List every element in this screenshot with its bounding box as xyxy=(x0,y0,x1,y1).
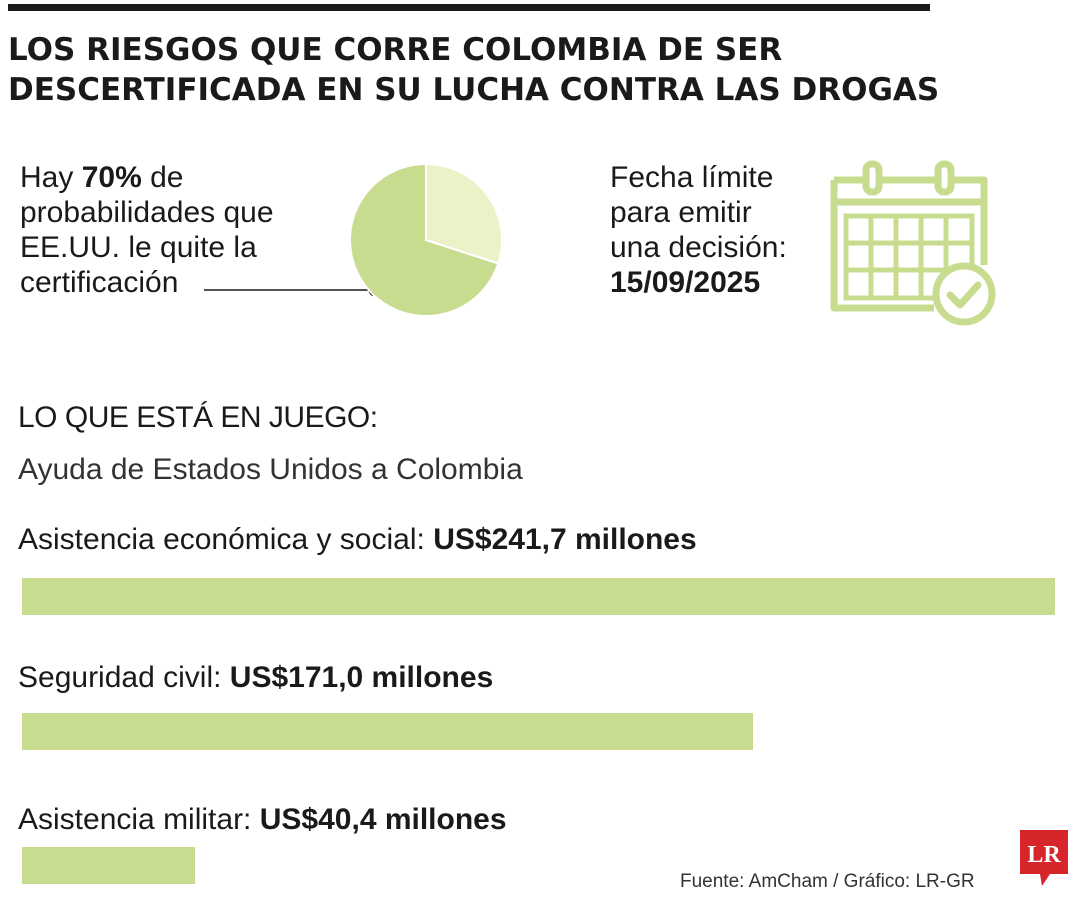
probability-prefix: Hay xyxy=(20,161,74,194)
bar-value-label: US$241,7 millones xyxy=(433,523,697,556)
pie-svg xyxy=(349,162,503,317)
title-line-1: LOS RIESGOS QUE CORRE COLOMBIA DE SER xyxy=(8,32,783,68)
title-line-2: DESCERTIFICADA EN SU LUCHA CONTRA LAS DR… xyxy=(8,72,940,108)
bar-label-militar: Asistencia militar: US$40,4 millones xyxy=(18,800,507,840)
probability-value: 70% xyxy=(81,161,142,194)
bar-category: Asistencia militar: xyxy=(18,803,252,836)
lr-logo: LR xyxy=(1020,830,1068,886)
bar-value-label: US$40,4 millones xyxy=(259,803,507,836)
bar-militar xyxy=(22,847,195,884)
page-title: LOS RIESGOS QUE CORRE COLOMBIA DE SER DE… xyxy=(8,30,1008,110)
pie-slice-quite-certificacion xyxy=(349,162,500,317)
probability-line-2: probabilidades que xyxy=(20,196,274,229)
bar-seguridad xyxy=(22,713,753,750)
pie-slice-remainder xyxy=(425,162,503,265)
probability-suffix: de xyxy=(150,161,184,194)
top-rule xyxy=(8,4,930,11)
probability-line-4: certificación xyxy=(20,266,179,299)
probability-line-3: EE.UU. le quite la xyxy=(20,231,257,264)
deadline-line-3: una decisión: xyxy=(610,231,787,264)
deadline-line-1: Fecha límite xyxy=(610,161,774,194)
deadline-text: Fecha límite para emitir una decisión: 1… xyxy=(610,160,830,300)
pie-leader-line xyxy=(204,283,382,297)
section-subheading: Ayuda de Estados Unidos a Colombia xyxy=(18,453,523,486)
bar-label-seguridad: Seguridad civil: US$171,0 millones xyxy=(18,658,493,698)
probability-pie-chart xyxy=(348,162,504,318)
svg-text:LR: LR xyxy=(1027,842,1061,868)
calendar-check-icon xyxy=(830,160,996,326)
bar-value-label: US$171,0 millones xyxy=(229,661,494,694)
bar-economica xyxy=(22,578,1055,615)
deadline-date: 15/09/2025 xyxy=(610,266,761,299)
bar-category: Asistencia económica y social: xyxy=(18,523,425,556)
bar-label-economica: Asistencia económica y social: US$241,7 … xyxy=(18,520,697,560)
deadline-line-2: para emitir xyxy=(610,196,752,229)
probability-line-1: Hay 70% de xyxy=(20,160,340,195)
probability-text: Hay 70% de probabilidades que EE.UU. le … xyxy=(20,160,340,300)
section-heading: LO QUE ESTÁ EN JUEGO: xyxy=(18,401,378,434)
source-note: Fuente: AmCham / Gráfico: LR-GR xyxy=(680,871,975,892)
bar-category: Seguridad civil: xyxy=(18,661,222,694)
